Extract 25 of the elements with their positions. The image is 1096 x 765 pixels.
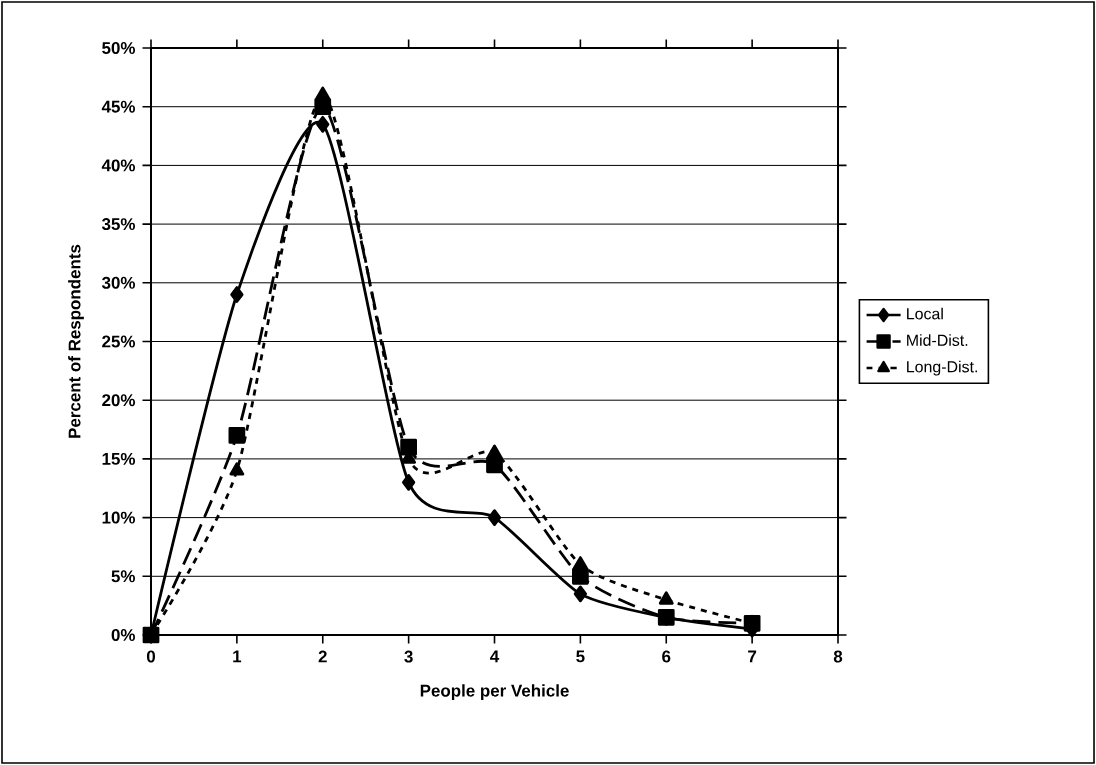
x-tick-label: 4 (490, 650, 500, 663)
legend-label: Long-Dist. (907, 360, 977, 376)
x-tick-label: 8 (833, 650, 843, 663)
y-tick-label: 20% (102, 394, 136, 407)
y-tick-label: 15% (102, 452, 136, 465)
y-axis-title: Percent of Respondents (68, 244, 84, 438)
x-tick-label: 5 (576, 650, 585, 663)
x-tick-label: 2 (318, 650, 327, 663)
y-tick-label: 25% (102, 335, 136, 348)
legend-label: Mid-Dist. (907, 334, 968, 346)
x-axis-title: People per Vehicle (420, 684, 569, 701)
x-tick-label: 7 (748, 650, 757, 663)
y-tick-label: 30% (101, 276, 136, 289)
y-tick-label: 50% (102, 42, 136, 54)
x-tick-label: 6 (662, 650, 671, 663)
legend-label: Local (907, 307, 943, 320)
y-tick-label: 35% (101, 218, 136, 231)
x-tick-label: 0 (146, 650, 156, 663)
y-tick-label: 45% (101, 100, 136, 113)
x-tick-label: 3 (404, 650, 413, 663)
x-tick-label: 1 (233, 650, 242, 663)
y-tick-label: 40% (101, 159, 136, 172)
y-tick-label: 10% (102, 511, 136, 524)
y-tick-label: 0% (111, 629, 136, 641)
y-tick-label: 5% (111, 570, 136, 583)
